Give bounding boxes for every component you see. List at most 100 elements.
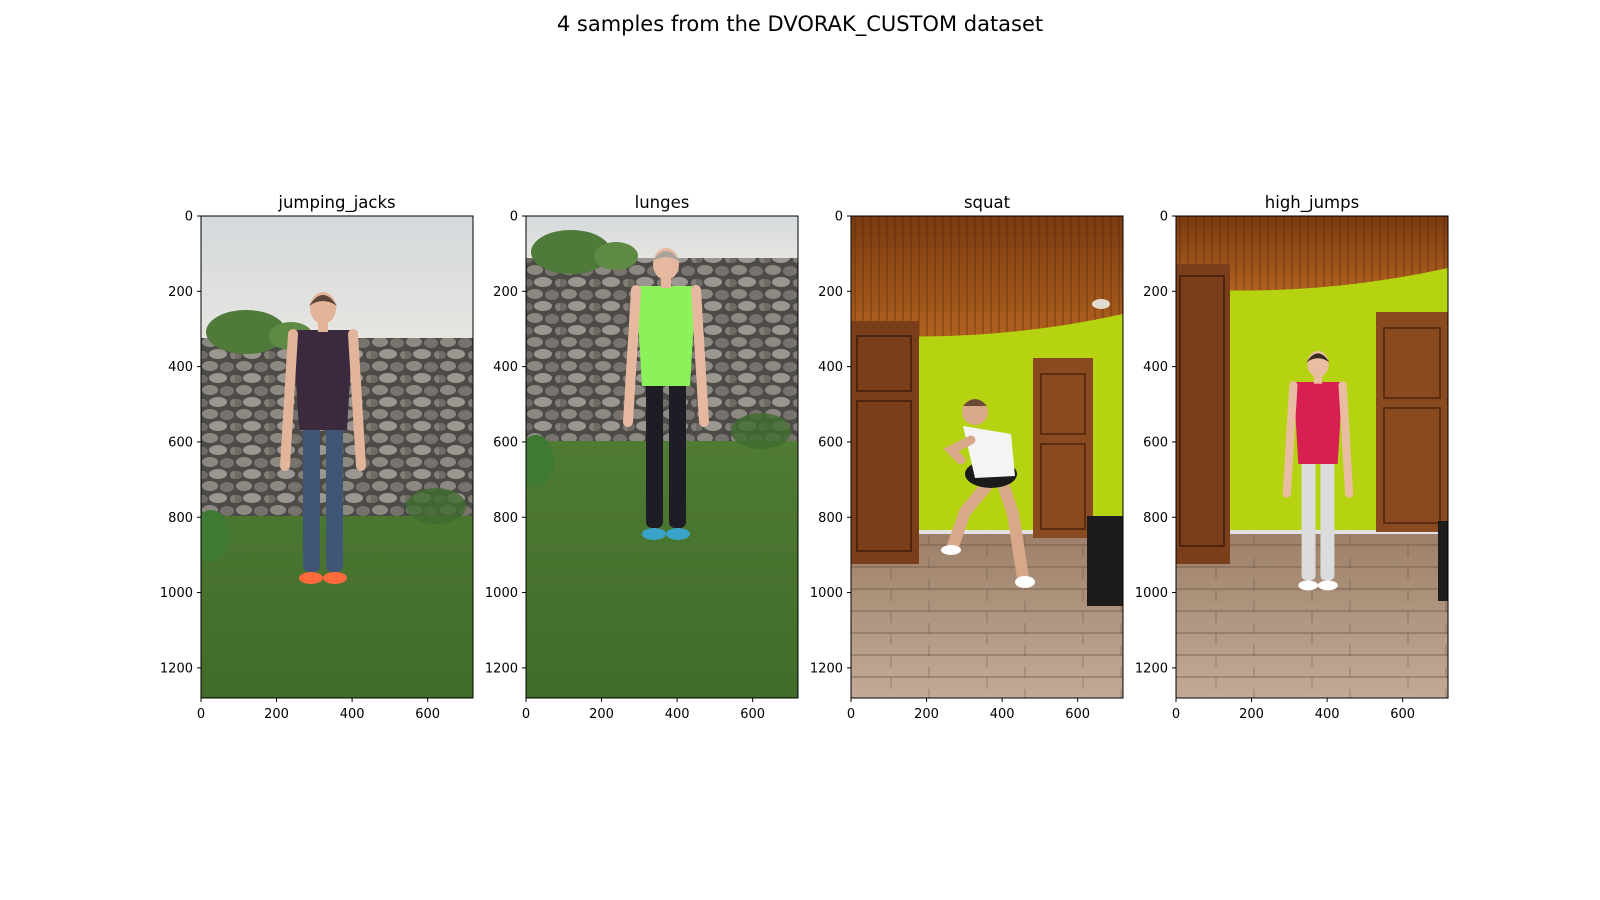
arm [691,285,709,427]
arm [623,285,641,427]
y-tick-label: 400 [493,360,518,375]
axes-frame [850,215,1124,699]
x-tick-label: 200 [914,707,939,722]
shoe [642,528,666,540]
y-tick-label: 1200 [1135,661,1168,676]
wardrobe [851,321,919,564]
x-tick-label: 600 [1390,707,1415,722]
shoe [1298,580,1318,591]
torso [636,286,696,386]
torso [1293,382,1343,465]
neck [1313,373,1323,384]
y-tick-label: 200 [168,285,193,300]
leg [947,472,999,552]
arm [1338,381,1354,498]
y-tick-label: 600 [818,435,843,450]
leg [303,420,320,572]
y-tick-label: 200 [1143,285,1168,300]
image-panel-jumping_jacks: jumping_jacks 0 200 400 600 0 200 400 600 800 1000… [160,193,474,722]
y-tick-label: 0 [1160,210,1168,225]
hair [309,295,337,306]
y-tick-label: 200 [818,285,843,300]
door [1033,358,1093,538]
neck [661,276,671,288]
shrub [594,242,638,270]
ceiling-boards [1176,216,1448,291]
y-tick-label: 400 [168,360,193,375]
shrub [731,413,791,449]
hair [1306,353,1330,363]
x-tick-label: 400 [990,707,1015,722]
wardrobe-panel [856,400,912,552]
shoe [323,572,347,584]
y-tick-label: 1000 [1135,586,1168,601]
leg [646,376,663,528]
sample-image [1176,216,1448,698]
sample-image [526,216,798,698]
figure-title: 4 samples from the DVORAK_CUSTOM dataset [556,12,1044,36]
sofa [1087,516,1123,606]
x-tick-label: 200 [264,707,289,722]
y-tick-label: 1200 [810,661,843,676]
y-tick-label: 800 [493,511,518,526]
panel-title: lunges [635,193,690,212]
sample-image [851,216,1123,698]
wardrobe [1176,264,1230,564]
y-tick-label: 1200 [485,661,518,676]
x-tick-label: 0 [197,707,205,722]
y-tick-label: 1200 [160,661,193,676]
door-panel [1383,327,1441,399]
y-tick-label: 600 [1143,435,1168,450]
x-tick-label: 400 [665,707,690,722]
x-tick-label: 0 [522,707,530,722]
x-tick-label: 200 [1239,707,1264,722]
y-tick-label: 0 [510,210,518,225]
hair [963,399,987,406]
shoe [299,572,323,584]
torso [293,330,353,430]
neck [318,320,328,332]
door-panel [1383,407,1441,524]
panel-title: squat [964,193,1011,212]
x-tick-label: 600 [740,707,765,722]
y-tick-label: 400 [818,360,843,375]
y-tick-label: 1000 [810,586,843,601]
axes-frame [200,215,474,699]
door-panel [1040,373,1086,435]
y-tick-label: 0 [835,210,843,225]
axes-frame [525,215,799,699]
panel-title: jumping_jacks [277,193,395,213]
y-tick-label: 200 [493,285,518,300]
leg [326,420,343,572]
x-tick-label: 600 [1065,707,1090,722]
y-tick-label: 800 [818,511,843,526]
baseboard [851,530,1123,534]
leg [1320,455,1335,581]
x-tick-label: 0 [1172,707,1180,722]
plant [201,510,229,562]
shrub [406,488,466,524]
shirt [963,426,1015,478]
shoe [666,528,690,540]
arm [348,329,366,471]
arm [280,329,298,471]
plant [526,435,554,487]
door [1376,312,1448,532]
arm [943,435,976,465]
panel-title: high_jumps [1265,193,1359,213]
leg [995,472,1029,584]
shrub [206,310,286,354]
y-tick-label: 800 [168,511,193,526]
y-tick-label: 600 [168,435,193,450]
shoe [941,545,961,555]
image-panel-high_jumps: high_jumps 0 200 400 600 0 200 400 600 800 1000 120… [1135,193,1449,722]
x-tick-label: 0 [847,707,855,722]
image-panel-lunges: lunges 0 200 400 600 0 200 400 600 800 1000 1200 [485,193,799,722]
leg [1301,455,1316,581]
ceiling-light [1092,299,1110,309]
image-panel-squat: squat 0 200 400 600 0 200 400 600 800 1000 1200 [810,193,1124,722]
y-tick-label: 1000 [485,586,518,601]
x-tick-label: 600 [415,707,440,722]
shrub [531,230,611,274]
